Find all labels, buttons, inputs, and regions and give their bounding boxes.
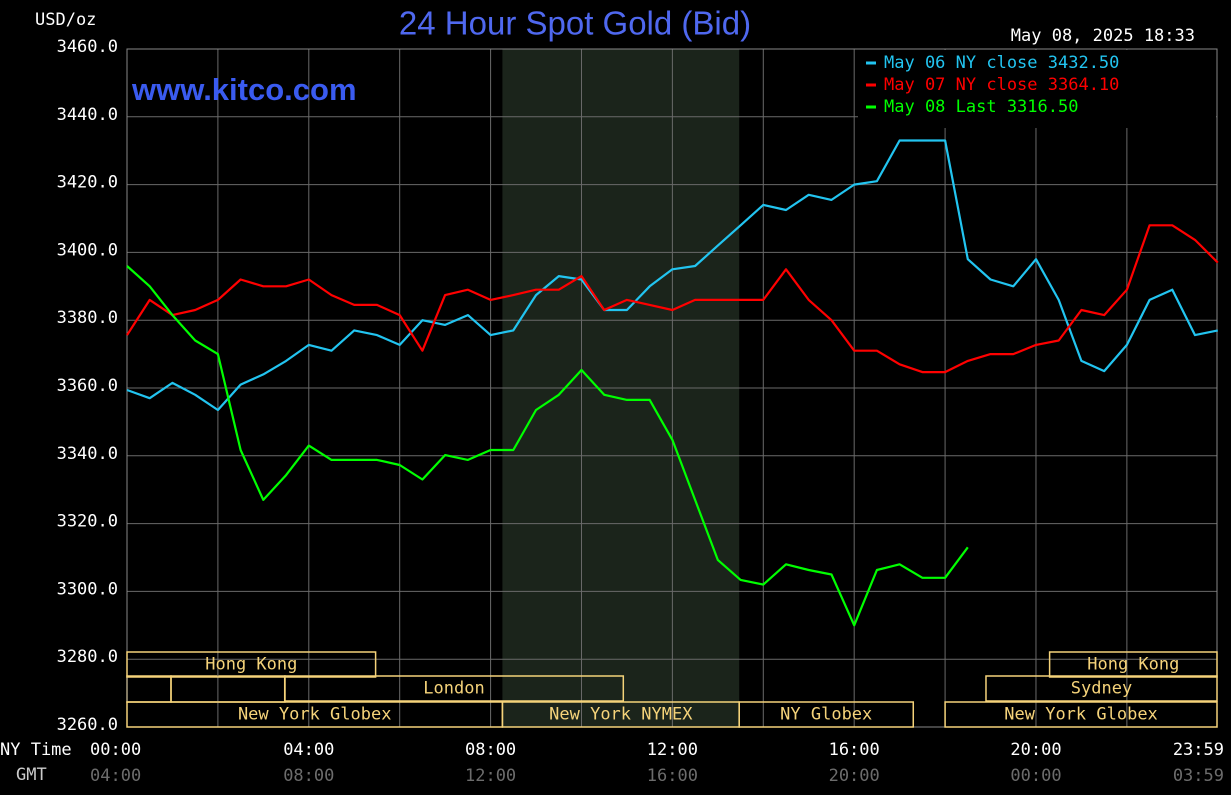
y-tick-label: 3400.0: [57, 240, 118, 260]
legend-label: May 08 Last 3316.50: [884, 97, 1078, 117]
x-tick-label: 20:00: [1010, 740, 1061, 760]
session-label: NY Globex: [780, 705, 872, 725]
legend-label: May 07 NY close 3364.10: [884, 75, 1119, 95]
y-tick-label: 3360.0: [57, 376, 118, 396]
x2-tick-label: 00:00: [1010, 766, 1061, 786]
y-tick-label: 3460.0: [57, 37, 118, 57]
session-label: Sydney: [1071, 679, 1132, 699]
x-tick-label: 12:00: [647, 740, 698, 760]
y-tick-label: 3320.0: [57, 512, 118, 532]
x2-tick-label: 20:00: [829, 766, 880, 786]
x2-tick-label: 12:00: [465, 766, 516, 786]
y-tick-label: 3440.0: [57, 105, 118, 125]
session-label: New York Globex: [238, 705, 392, 725]
y-tick-label: 3420.0: [57, 173, 118, 193]
x2-tick-label: 08:00: [283, 766, 334, 786]
timestamp: May 08, 2025 18:33: [1011, 26, 1195, 46]
session-box: [283, 675, 625, 702]
x-tick-label: 04:00: [283, 740, 334, 760]
x-tick-label: 00:00: [90, 740, 141, 760]
x2-tick-label: 16:00: [647, 766, 698, 786]
session-label: Hong Kong: [205, 655, 297, 675]
y-tick-label: 3260.0: [57, 715, 118, 735]
session-box: [170, 675, 286, 703]
series-line: [126, 224, 1219, 374]
x-tick-label: 23:59: [1173, 740, 1224, 760]
y-tick-label: 3300.0: [57, 579, 118, 599]
chart-title: 24 Hour Spot Gold (Bid): [399, 5, 751, 42]
session-box: [985, 675, 1218, 702]
x2-tick-label: 03:59: [1173, 766, 1224, 786]
x-tick-label: 08:00: [465, 740, 516, 760]
y-axis-label: USD/oz: [35, 10, 96, 30]
session-label: New York NYMEX: [549, 705, 693, 725]
session-label: London: [423, 679, 484, 699]
x-tick-label: 16:00: [829, 740, 880, 760]
session-box: [738, 701, 915, 728]
y-tick-label: 3340.0: [57, 444, 118, 464]
session-box: [126, 651, 377, 678]
y-tick-label: 3380.0: [57, 308, 118, 328]
x2-axis-label: GMT: [16, 765, 47, 785]
x-axis-label: NY Time: [0, 740, 72, 760]
session-box: [944, 701, 1218, 728]
legend-box: [858, 50, 1216, 128]
session-label: Hong Kong: [1087, 655, 1179, 675]
series-line: [126, 265, 969, 627]
watermark: www.kitco.com: [131, 72, 357, 107]
legend-label: May 06 NY close 3432.50: [884, 53, 1119, 73]
session-box: [126, 675, 172, 703]
x2-tick-label: 04:00: [90, 766, 141, 786]
session-box: [1048, 651, 1218, 678]
series-line: [126, 139, 1219, 412]
y-tick-label: 3280.0: [57, 647, 118, 667]
session-label: New York Globex: [1004, 705, 1158, 725]
